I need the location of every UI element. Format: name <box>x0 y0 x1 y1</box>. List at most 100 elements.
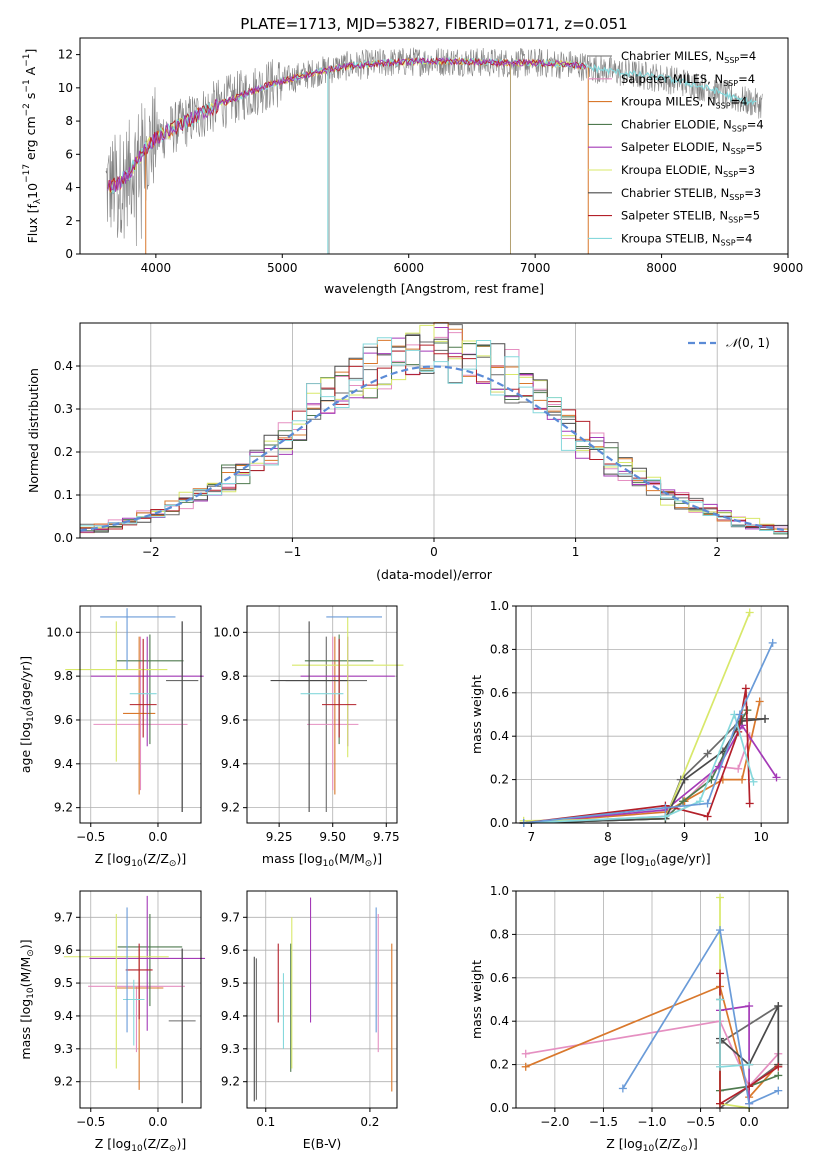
legend-label-n: =4 <box>736 231 753 245</box>
spectrum-model-line <box>107 56 587 192</box>
y-axis-label: Flux [fλ10−17 erg cm−2 s−1 A−1] <box>22 49 43 244</box>
axes-frame <box>79 890 202 1109</box>
y-axis-label: mass weight <box>469 960 484 1039</box>
y-tick-label: 0.4 <box>54 359 73 373</box>
legend-label-n: =3 <box>744 186 761 200</box>
y-tick-label: 0.4 <box>490 1014 509 1028</box>
y-axis-label-part: −1 <box>22 54 32 67</box>
x-tick-label: 0 <box>430 545 438 559</box>
y-tick-label: 0.6 <box>490 971 509 985</box>
y-tick-label: 9.8 <box>221 669 240 683</box>
y-axis-label-part: 10 <box>25 183 40 199</box>
y-axis-label-part: 10 <box>26 710 36 722</box>
x-tick-label: −2 <box>142 545 160 559</box>
x-tick-label: 9 <box>681 830 689 844</box>
x-tick-label: 8 <box>604 830 612 844</box>
legend-label-sub: SSP <box>716 102 731 111</box>
x-axis-label-part: ⊙ <box>680 1144 688 1154</box>
weight-series-line <box>622 927 779 1105</box>
x-axis-label-part: )] <box>372 851 382 866</box>
legend-label-sub: SSP <box>731 147 746 156</box>
legend-label-sub: SSP <box>729 193 744 202</box>
y-tick-label: 12 <box>58 48 73 62</box>
x-axis-label-part: Z [log <box>95 851 131 866</box>
legend-label-n: =4 <box>738 72 755 86</box>
legend-label-lib: Chabrier STELIB, N <box>621 186 729 200</box>
legend-label: Chabrier ELODIE, NSSP=4 <box>621 117 764 133</box>
y-axis-label-part: λ <box>33 198 43 204</box>
legend-label-sub: SSP <box>723 79 738 88</box>
legend-label-sub: SSP <box>724 56 739 65</box>
y-tick-label: 9.4 <box>221 757 240 771</box>
y-axis-label-part: 10 <box>26 987 36 999</box>
y-axis-label-part: (M/M <box>18 957 33 988</box>
weight-series-line <box>523 612 751 822</box>
y-tick-label: 1.0 <box>490 884 509 898</box>
x-tick-label: 2 <box>713 545 721 559</box>
legend-label-lib: Salpeter STELIB, N <box>621 209 728 223</box>
axes-frame <box>79 605 202 824</box>
y-tick-label: 4 <box>65 181 73 195</box>
legend-label-sub: SSP <box>723 170 738 179</box>
x-tick-label: −1.5 <box>589 1115 618 1129</box>
x-axis-label-part: (Z/Z <box>143 1136 169 1151</box>
x-tick-label: 9000 <box>773 261 804 275</box>
y-axis-label-part: −2 <box>22 103 32 116</box>
y-tick-label: 9.4 <box>221 1009 240 1023</box>
axes-frame <box>246 890 398 1109</box>
y-tick-label: 9.6 <box>54 713 73 727</box>
legend-label-sub: SSP <box>732 124 747 133</box>
x-axis-label-part: age [log <box>593 851 644 866</box>
y-tick-label: 9.5 <box>54 976 73 990</box>
legend-label: Salpeter MILES, NSSP=4 <box>621 72 755 88</box>
legend-label-lib: Kroupa ELODIE, N <box>621 163 723 177</box>
figure-title: PLATE=1713, MJD=53827, FIBERID=0171, z=0… <box>240 15 627 33</box>
axes-frame <box>79 37 789 255</box>
x-tick-label: 0.1 <box>256 1115 275 1129</box>
x-tick-label: −0.5 <box>686 1115 715 1129</box>
legend-label: Kroupa STELIB, NSSP=4 <box>621 231 752 247</box>
y-tick-label: 0.0 <box>490 1101 509 1115</box>
x-axis-label: (data-model)/error <box>376 567 493 582</box>
y-tick-label: 10 <box>58 81 73 95</box>
y-tick-label: 9.2 <box>221 1075 240 1089</box>
x-tick-label: 9.50 <box>319 830 346 844</box>
y-tick-label: 9.8 <box>54 669 73 683</box>
x-axis-label: wavelength [Angstrom, rest frame] <box>324 281 544 296</box>
residual-histogram-panel: −2 −1 0 1 2 0.0 0.1 0.2 0.3 0.4 (data-model)/error… <box>26 322 789 582</box>
y-tick-label: 9.2 <box>54 801 73 815</box>
age-vs-metallicity-panel: −0.5 0.09.29.49.69.810.0Z [log10(Z/Z⊙)]ag… <box>18 605 204 869</box>
y-tick-label: 6 <box>65 147 73 161</box>
x-axis-label-part: )] <box>176 851 186 866</box>
legend-label: Kroupa MILES, NSSP=4 <box>621 95 747 111</box>
x-axis-label: Z [log10(Z/Z⊙)] <box>95 851 186 869</box>
y-tick-label: 9.3 <box>221 1042 240 1056</box>
y-tick-label: 9.6 <box>221 943 240 957</box>
x-axis-label-part: 10 <box>643 1144 655 1154</box>
x-axis-label-part: 10 <box>645 859 657 869</box>
y-axis-label-part: s <box>23 93 38 104</box>
y-axis-label-part: A <box>23 66 38 79</box>
legend-label-sub: SSP <box>721 238 736 247</box>
x-axis-label-part: 10 <box>131 859 143 869</box>
y-tick-label: 9.7 <box>221 910 240 924</box>
mass-vs-metallicity-panel: −0.5 0.09.29.39.49.59.69.7Z [log10(Z/Z⊙)]… <box>18 890 206 1154</box>
x-axis-label-part: (M/M <box>334 851 365 866</box>
legend-label-lib: Chabrier ELODIE, N <box>621 117 732 131</box>
y-tick-label: 0.0 <box>490 816 509 830</box>
x-axis-label: Z [log10(Z/Z⊙)] <box>95 1136 186 1154</box>
x-tick-label: 4000 <box>141 261 172 275</box>
y-axis-label-part: age [log <box>18 722 33 773</box>
legend-label-lib: Kroupa MILES, N <box>621 95 716 109</box>
mass-vs-extinction-panel: 0.1 0.2 9.2 9.3 9.4 9.5 9.6 9.7 E(B-V) <box>221 890 398 1151</box>
x-axis-label-part: Z [log <box>95 1136 131 1151</box>
weight-vs-metallicity-panel: −2.0 −1.5 −1.0 −0.5 0.0 0.0 0.2 0.4 0.6 0.8 1.0 Z [… <box>469 884 789 1154</box>
weight-series-line <box>523 688 751 824</box>
y-tick-label: 9.3 <box>54 1042 73 1056</box>
weight-series-line <box>523 723 778 824</box>
y-axis-label-part: Flux [f <box>25 204 40 244</box>
x-tick-label: 9.75 <box>373 830 400 844</box>
legend-label: Salpeter ELODIE, NSSP=5 <box>621 140 763 156</box>
y-tick-label: 9.6 <box>221 713 240 727</box>
x-tick-label: 8000 <box>646 261 677 275</box>
